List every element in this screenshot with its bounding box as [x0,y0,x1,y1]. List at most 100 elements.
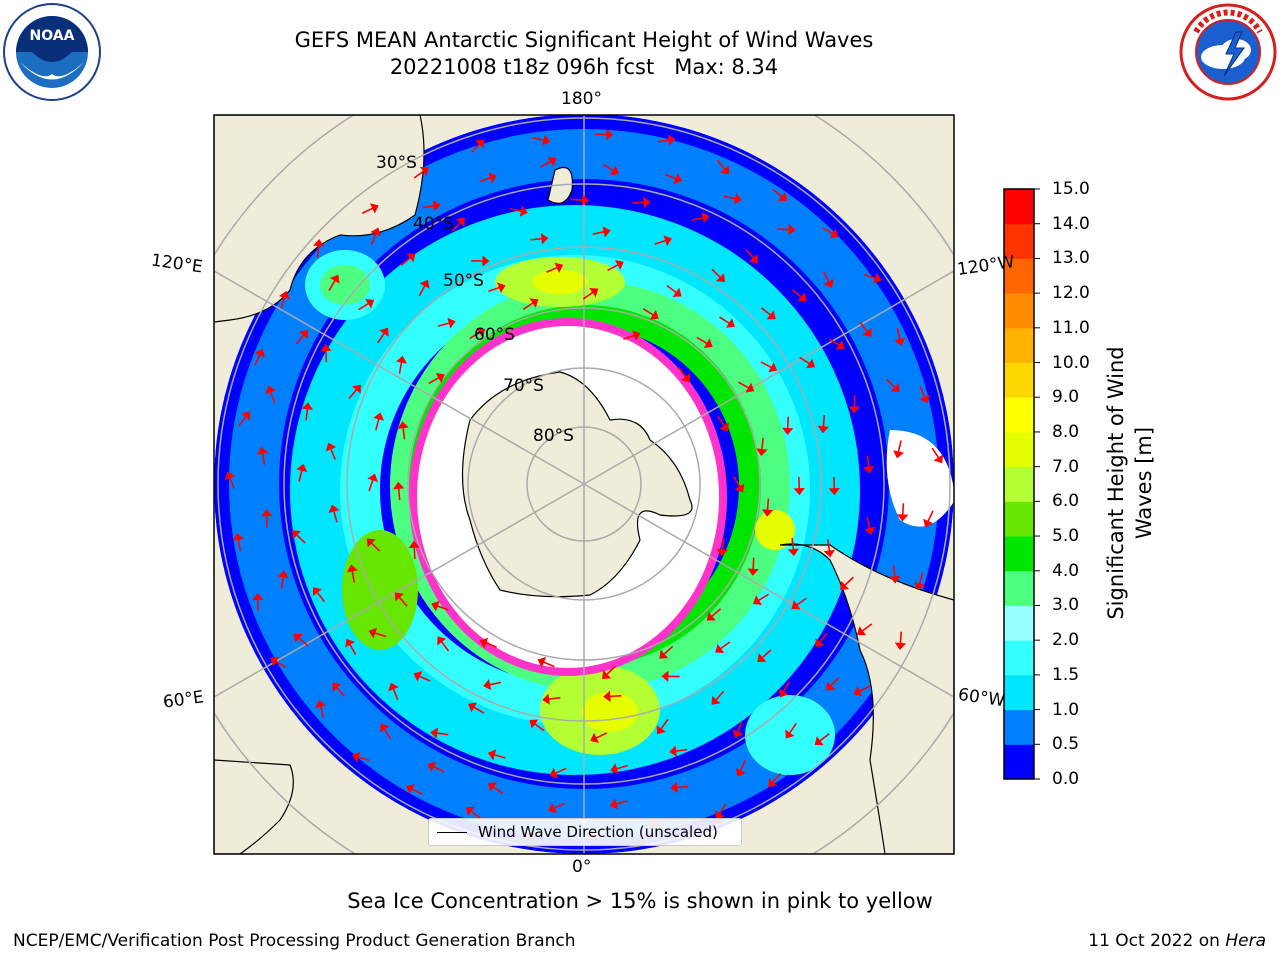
wave-direction-arrowhead [581,194,590,206]
wave-direction-arrowhead [529,719,539,729]
wave-direction-arrowhead [370,227,382,237]
wave-direction-arrowhead [379,327,389,337]
wave-direction-arrowhead [643,196,651,209]
wave-direction-arrow [432,765,445,773]
wave-direction-arrowhead [785,729,795,739]
wave-direction-arrow [745,248,755,259]
wave-direction-arrowhead [589,287,599,298]
wave-direction-arrowhead [437,636,447,646]
wave-direction-arrow [772,188,783,198]
svg-text:NOAA: NOAA [30,28,75,44]
wave-direction-arrowhead [745,382,755,393]
wave-direction-arrowhead [431,600,440,612]
wave-direction-arrowhead [797,292,807,302]
wave-direction-arrow [691,216,704,221]
wave-direction-arrow [657,139,670,143]
wave-direction-arrowhead [672,287,682,297]
wave-direction-arrow [582,291,594,300]
wave-direction-arrowhead [542,693,550,705]
wave-direction-arrow [375,418,380,431]
colorbar-tick-label: 2.0 [1052,630,1080,651]
wave-direction-arrow [892,565,896,578]
wave-direction-arrow [383,728,392,740]
colorbar-label: Significant Height of Wind Waves [m] [1104,346,1156,620]
wave-direction-arrowhead [614,260,624,271]
wave-direction-arrowhead [890,383,900,393]
wave-direction-arrow [844,576,854,587]
wave-direction-arrow [739,759,747,772]
wave-direction-arrow [553,802,566,810]
wave-direction-arrow [546,266,558,274]
wave-direction-arrowhead [829,228,839,239]
colorbar-tick-label: 13.0 [1052,248,1090,269]
wave-direction-arrow [931,447,940,459]
wave-direction-arrowhead [590,732,600,743]
wave-direction-arrow [760,307,772,316]
wave-direction-arrowhead [667,134,676,146]
wave-direction-arrowhead [366,538,376,548]
wave-direction-arrowhead [828,488,840,496]
wave-direction-arrowhead [889,575,901,584]
wave-direction-arrow [349,643,357,655]
wave-direction-arrowhead [394,592,404,602]
wave-direction-arrowhead [257,446,269,455]
wave-direction-arrow [858,685,871,693]
wave-direction-arrow [757,593,769,602]
colorbar-segment [1004,605,1034,641]
wave-direction-arrowhead [542,134,551,146]
wave-direction-arrowhead [312,238,325,247]
wave-direction-arrow [413,170,425,179]
colorbar-tick-label: 15.0 [1052,179,1090,199]
wave-direction-arrow [418,675,431,682]
wave-direction-arrowhead [823,549,835,558]
wave-direction-arrowhead [656,725,666,735]
wave-direction-arrowhead [312,587,322,597]
nws-logo [1179,3,1277,101]
wave-direction-arrowhead [476,327,486,338]
wave-direction-arrow [777,228,790,231]
colorbar-segment [1004,466,1034,502]
wave-direction-arrow [530,237,543,241]
wave-direction-arrowhead [814,736,824,746]
wave-direction-arrowhead [465,806,475,816]
wave-direction-arrow [392,688,399,700]
wave-direction-arrowhead [435,372,445,383]
wave-direction-arrowhead [661,670,669,683]
wave-direction-arrow [829,338,841,347]
wave-direction-arrow [316,591,325,602]
wave-direction-arrowhead [864,526,876,535]
colorbar-tick-label: 0.5 [1052,734,1080,755]
sea-ice-note: Sea Ice Concentration > 15% is shown in … [347,889,933,913]
wave-direction-arrowhead [405,784,415,795]
wave-direction-arrow [370,542,381,552]
wave-direction-arrowhead [293,633,303,643]
wave-direction-arrowhead [787,548,799,557]
wave-direction-arrowhead [408,540,420,549]
wave-direction-arrowhead [406,253,416,263]
wave-direction-arrowhead [862,328,872,338]
wave-direction-arrowhead [609,798,619,810]
wave-direction-arrowhead [778,192,788,202]
wave-direction-arrow [761,437,764,450]
wave-direction-arrowhead [788,223,796,236]
wave-direction-arrow [592,230,605,235]
lat-label-40s: 40°S [413,214,454,234]
africa-land [214,759,294,854]
wave-direction-arrow [723,195,736,200]
wave-direction-arrow [377,332,386,344]
wave-direction-arrowhead [734,483,745,493]
wave-direction-arrowhead [752,595,762,606]
wave-direction-arrow [786,416,790,429]
wave-direction-arrow [632,201,645,204]
wave-direction-arrowhead [669,745,677,757]
wave-direction-arrowhead [681,373,691,383]
wave-direction-arrowhead [609,165,619,176]
wave-direction-arrow [738,381,750,389]
wave-direction-arrow [822,271,830,283]
wind-wave-arrows [224,128,944,841]
wave-direction-arrow [237,539,242,552]
wave-direction-arrowhead [395,355,408,364]
wave-direction-arrow [719,316,731,325]
wave-direction-arrow [919,386,926,398]
wave-direction-arrowhead [301,402,313,410]
